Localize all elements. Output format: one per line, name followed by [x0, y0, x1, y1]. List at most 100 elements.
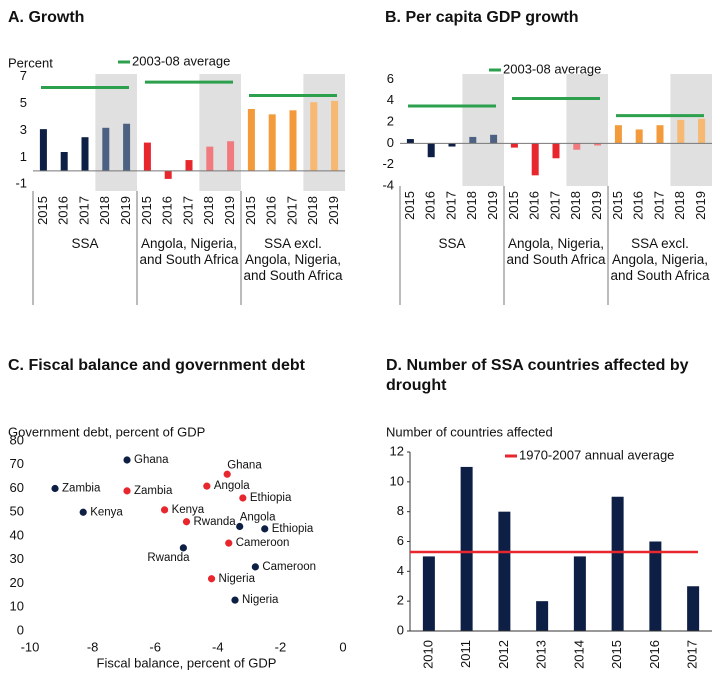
x-tick-label: -4: [212, 639, 224, 654]
x-tick-label: 2018: [672, 191, 687, 220]
x-tick-label: 2016: [264, 196, 279, 225]
point: [123, 487, 131, 495]
y-tick-label: 8: [397, 503, 404, 518]
point: [123, 456, 131, 464]
group-label: Angola, Nigeria, and South Africa: [506, 236, 606, 267]
point: [223, 470, 231, 478]
point-label: Kenya: [172, 504, 205, 516]
y-tick-label: 10: [10, 599, 24, 614]
y-tick-label: 2: [387, 113, 394, 128]
bar: [573, 143, 581, 150]
bar: [164, 170, 172, 179]
bar: [687, 586, 700, 631]
bar: [611, 496, 624, 631]
bar: [143, 142, 151, 171]
bar: [469, 136, 477, 144]
x-tick-label: 2016: [631, 191, 646, 220]
point-label: Ethiopia: [250, 492, 292, 504]
point: [236, 522, 244, 531]
x-tick-label: 2013: [534, 640, 549, 669]
bar: [656, 125, 664, 144]
y-tick-label: 6: [397, 533, 404, 548]
y-tick-label: 10: [390, 473, 404, 488]
x-tick-label: -10: [21, 639, 40, 654]
chart-title: B. Per capita GDP growth: [385, 9, 579, 26]
bar: [594, 143, 602, 146]
x-tick-label: 2015: [506, 191, 521, 220]
x-axis-label: Fiscal balance, percent of GDP: [97, 655, 277, 670]
x-tick-label: 2015: [35, 196, 50, 225]
point-label: Cameroon: [262, 561, 316, 573]
x-tick-label: 2015: [243, 196, 258, 225]
point-label: Zambia: [62, 483, 101, 495]
bar: [649, 541, 662, 631]
x-tick-label: 2018: [568, 191, 583, 220]
point-label: Cameroon: [236, 537, 290, 549]
point: [225, 539, 233, 547]
y-tick-label: 50: [10, 504, 24, 519]
x-tick-label: 2017: [443, 191, 458, 220]
y-tick-label: 7: [20, 68, 27, 83]
bar: [81, 137, 89, 171]
x-tick-label: 2018: [97, 196, 112, 225]
bar: [635, 129, 643, 144]
projection-shade: [462, 74, 504, 186]
point: [239, 494, 247, 502]
y-tick-label: 30: [10, 551, 24, 566]
bar: [123, 123, 131, 171]
bar: [406, 139, 414, 144]
bar: [331, 100, 339, 171]
point: [261, 525, 269, 533]
y-tick-label: -4: [382, 177, 394, 192]
y-tick-label: 12: [390, 443, 404, 458]
x-tick-label: 2017: [547, 191, 562, 220]
bar: [490, 134, 498, 144]
y-tick-label: 20: [10, 575, 24, 590]
bar: [531, 143, 539, 176]
x-tick-label: 2017: [76, 196, 91, 225]
bar: [552, 143, 560, 159]
legend-label: 2003-08 average: [503, 61, 601, 76]
x-tick-label: 2015: [609, 640, 624, 669]
y-tick-label: -1: [15, 176, 27, 191]
x-tick-label: 2019: [222, 196, 237, 225]
y-tick-label: 80: [10, 432, 24, 447]
x-tick-label: -2: [275, 639, 287, 654]
x-tick-label: 2019: [693, 191, 708, 220]
y-tick-label: 3: [20, 122, 27, 137]
point-label: Nigeria: [242, 594, 279, 606]
point-label: Nigeria: [219, 573, 256, 585]
projection-shade: [199, 74, 241, 191]
x-tick-label: 2016: [160, 196, 175, 225]
projection-shade: [566, 74, 608, 186]
y-axis-label: Number of countries affected: [386, 424, 553, 439]
bar: [427, 143, 435, 158]
y-axis-label: Government debt, percent of GDP: [8, 424, 205, 439]
chart-title: A. Growth: [8, 9, 85, 26]
bar: [698, 118, 706, 144]
bar: [39, 129, 47, 171]
x-tick-label: 2018: [464, 191, 479, 220]
y-tick-label: 1: [20, 149, 27, 164]
x-tick-label: 2017: [685, 640, 700, 669]
x-tick-label: 2015: [610, 191, 625, 220]
group-label: SSA excl. Angola, Nigeria, and South Afr…: [243, 236, 343, 283]
bar: [247, 108, 255, 171]
chart-title: C. Fiscal balance and government debt: [8, 357, 305, 374]
bar: [289, 110, 297, 171]
bar: [60, 152, 68, 171]
y-axis-label: Percent: [8, 55, 53, 70]
y-tick-label: 0: [397, 622, 404, 637]
projection-shade: [303, 74, 345, 191]
point-label: Rwanda: [147, 552, 190, 564]
bar: [206, 146, 214, 171]
x-tick-label: 2018: [201, 196, 216, 225]
point: [203, 482, 211, 490]
point-label: Zambia: [134, 485, 173, 497]
x-tick-label: -6: [149, 639, 161, 654]
bar: [448, 143, 456, 147]
y-tick-label: 0: [387, 135, 394, 150]
y-tick-label: 2: [397, 593, 404, 608]
projection-shade: [670, 74, 712, 186]
